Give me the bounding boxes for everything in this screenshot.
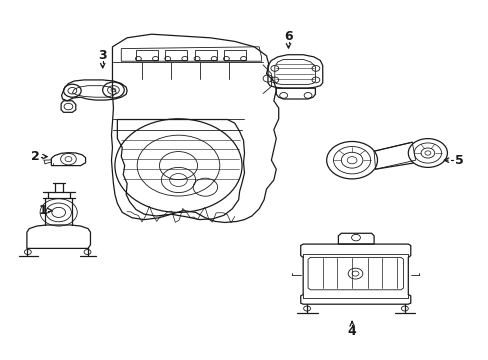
Bar [224, 50, 245, 60]
Text: 1: 1 [39, 204, 47, 217]
Text: 4: 4 [347, 325, 356, 338]
Bar [165, 50, 187, 60]
Text: 2: 2 [31, 150, 40, 163]
Bar [136, 50, 158, 60]
Text: 3: 3 [98, 49, 107, 62]
Bar [194, 50, 216, 60]
Text: 6: 6 [284, 30, 292, 42]
Text: 5: 5 [454, 154, 463, 167]
